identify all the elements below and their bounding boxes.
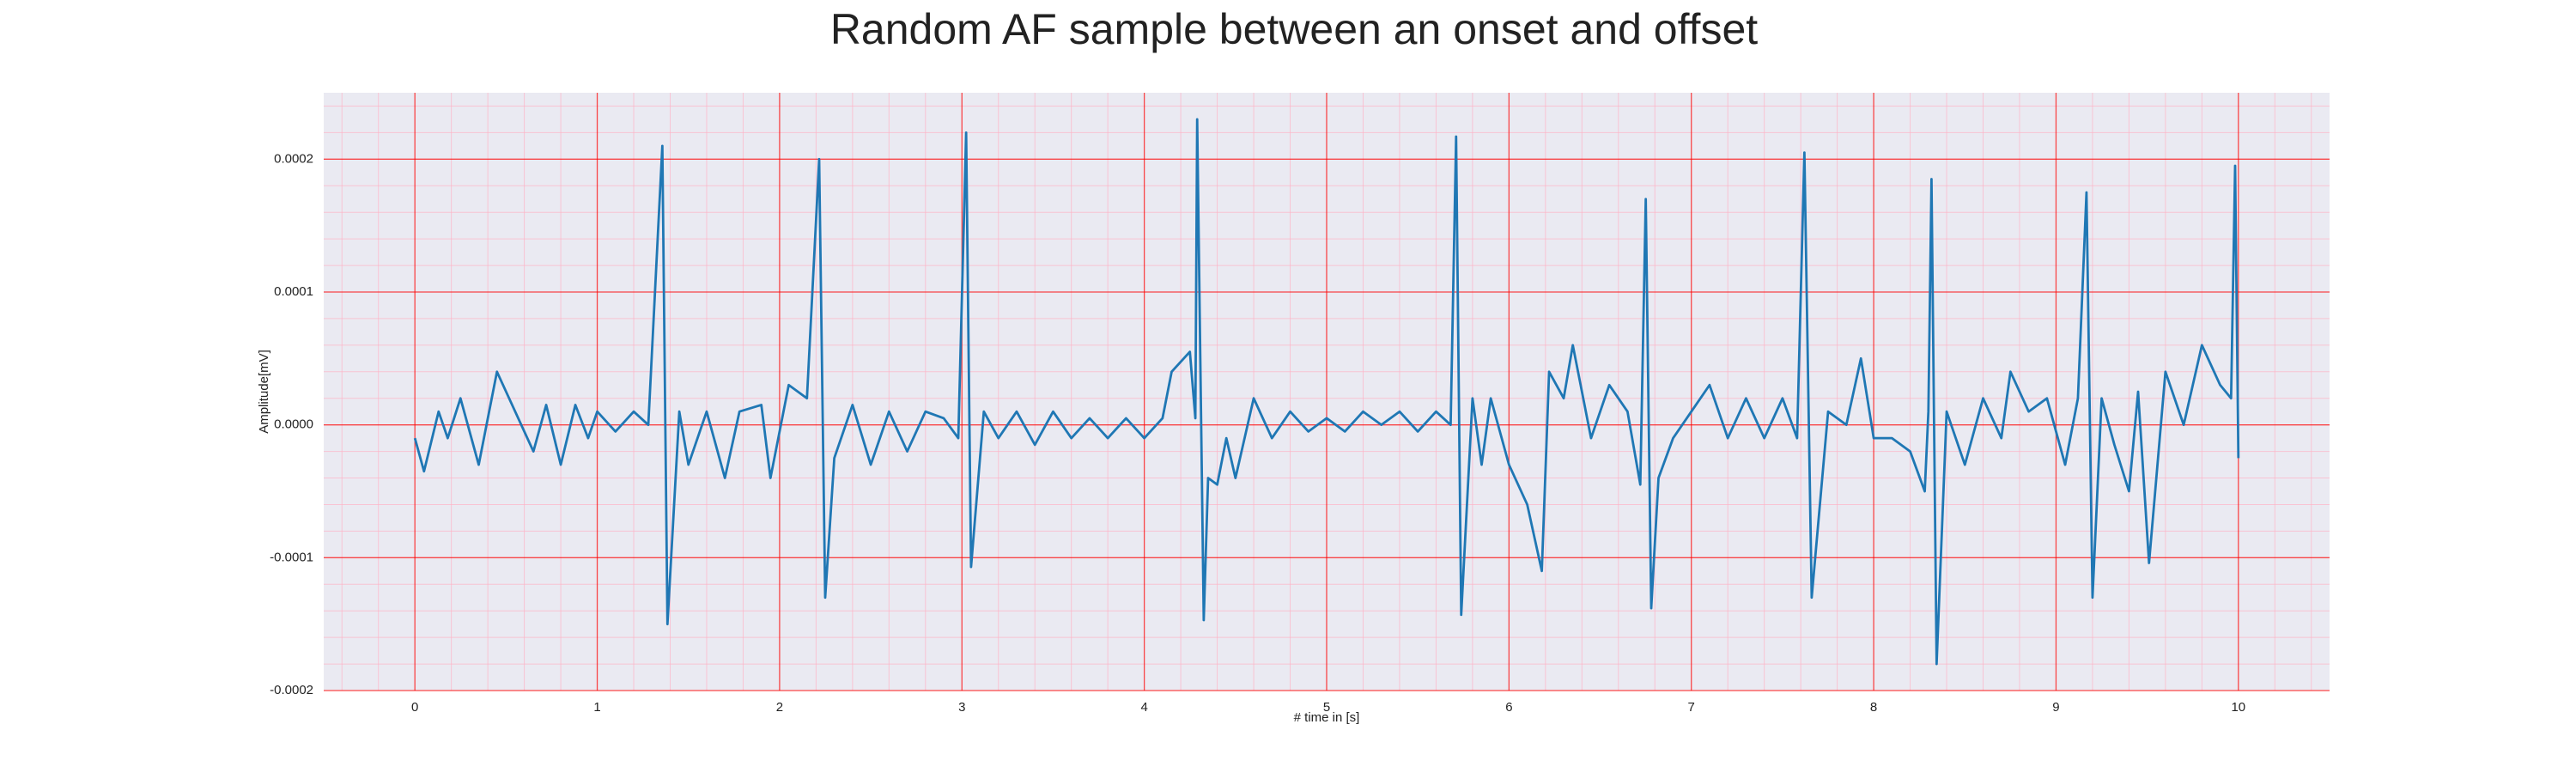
x-tick-label: 7 [1688, 700, 1695, 715]
x-tick-label: 5 [1323, 700, 1330, 715]
chart-title: Random AF sample between an onset and of… [830, 5, 1758, 53]
x-tick-label: 4 [1140, 700, 1147, 715]
x-tick-label: 0 [411, 700, 418, 715]
x-tick-label: 10 [2231, 700, 2245, 715]
x-axis-label: # time in [s] [1294, 710, 1360, 725]
y-tick-label: 0.0000 [274, 417, 313, 432]
x-tick-label: 1 [593, 700, 600, 715]
y-tick-label: -0.0001 [270, 550, 313, 564]
y-tick-label: -0.0002 [270, 683, 313, 697]
x-tick-label: 9 [2052, 700, 2059, 715]
x-tick-label: 8 [1870, 700, 1877, 715]
signal-line [413, 118, 2240, 666]
x-tick-label: 3 [958, 700, 965, 715]
y-tick-label: 0.0001 [274, 284, 313, 299]
y-tick-label: 0.0002 [274, 151, 313, 166]
x-tick-label: 2 [776, 700, 783, 715]
y-axis-label: Amplitude[mV] [257, 350, 271, 434]
x-tick-label: 6 [1505, 700, 1512, 715]
